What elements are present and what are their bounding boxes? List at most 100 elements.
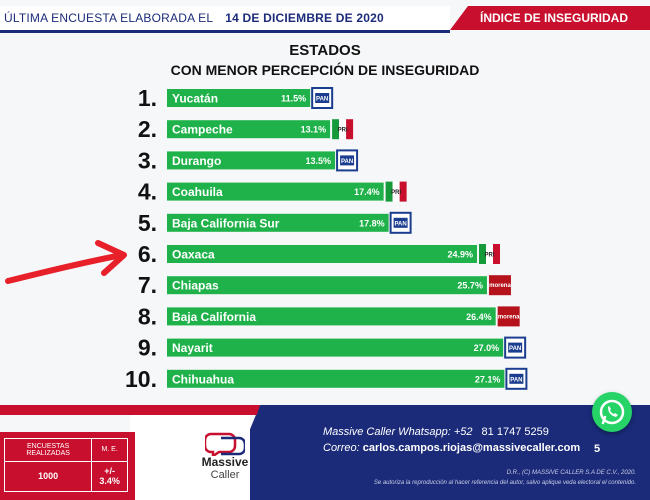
header-left: ÚLTIMA ENCUESTA ELABORADA EL 14 DE DICIEM… <box>0 6 450 33</box>
whatsapp-phone-glyph <box>599 399 625 425</box>
rank-number: 5. <box>138 210 157 236</box>
rank-number: 10. <box>125 366 157 392</box>
me-label: M. E. <box>91 438 128 462</box>
whatsapp-number: 81 1747 5259 <box>481 426 549 438</box>
legal-reproduction: Se autoriza la reproducción al hacer ref… <box>373 480 636 486</box>
bar <box>167 245 478 263</box>
red-arrow-annotation <box>5 240 127 284</box>
pri-logo-red <box>399 181 407 202</box>
pan-logo-fill <box>508 342 523 353</box>
rank-number: 7. <box>138 272 157 298</box>
contact-email: Correo: carlos.campos.riojas@massivecall… <box>323 442 580 454</box>
email-label: Correo: <box>323 442 360 454</box>
me-value: +/- 3.4% <box>91 460 128 493</box>
bar-chart: 1. Yucatán 11.5% PAN 2. Campeche 13.1% PRI 3. Dur… <box>125 85 528 392</box>
header-left-label: ÚLTIMA ENCUESTA ELABORADA EL <box>4 11 214 25</box>
bar-value-label: 25.7% <box>457 281 483 291</box>
massive-caller-logo: Massive Caller <box>190 430 260 481</box>
chart-subtitle: CON MENOR PERCEPCIÓN DE INSEGURIDAD <box>170 62 480 78</box>
bar-value-label: 17.4% <box>354 187 380 197</box>
rank-number: 1. <box>138 85 157 111</box>
header-survey-text: ÚLTIMA ENCUESTA ELABORADA EL 14 DE DICIEM… <box>4 11 384 25</box>
bar <box>167 338 504 357</box>
speech-bubble-icon <box>205 432 245 456</box>
header-date: 14 DE DICIEMBRE DE 2020 <box>225 11 384 25</box>
survey-stats-table: ENCUESTAS REALIZADAS M. E. 1000 +/- 3.4% <box>3 438 128 493</box>
pan-logo-text: PAN <box>509 346 521 352</box>
footer-brand-panel <box>130 415 250 500</box>
pan-logo-text: PAN <box>316 97 328 103</box>
pri-logo-red <box>493 244 501 264</box>
bar-value-label: 26.4% <box>466 312 492 322</box>
bar <box>167 213 389 232</box>
morena-logo-text: morena <box>489 283 511 289</box>
bar <box>167 120 331 139</box>
pri-logo-icon <box>479 244 487 264</box>
bar <box>167 276 487 295</box>
bar-category-label: Coahuila <box>172 185 223 199</box>
bar-category-label: Chiapas <box>172 279 219 293</box>
pan-logo-text: PAN <box>510 377 522 383</box>
bar-value-label: 27.1% <box>475 374 501 384</box>
bar-value-label: 13.1% <box>301 125 327 135</box>
pan-logo-fill <box>509 373 524 384</box>
pri-logo-icon <box>385 181 393 202</box>
pan-logo-fill <box>340 155 355 166</box>
bar-value-label: 11.5% <box>281 94 306 104</box>
page-number: 5 <box>594 443 601 455</box>
rank-number: 8. <box>138 303 157 329</box>
pan-logo-fill <box>393 217 408 228</box>
bar-value-label: 13.5% <box>306 156 332 166</box>
footer-blue-panel <box>221 405 650 500</box>
bar-category-label: Nayarit <box>172 341 213 355</box>
surveys-label: ENCUESTAS REALIZADAS <box>3 438 93 462</box>
surveys-value: 1000 <box>3 460 93 493</box>
pri-logo-red <box>346 119 354 140</box>
bar-category-label: Chihuahua <box>172 372 234 386</box>
morena-logo-icon <box>497 306 520 327</box>
bar-value-label: 24.9% <box>447 250 473 260</box>
bar-category-label: Baja California Sur <box>172 216 280 230</box>
morena-logo-text: morena <box>498 314 520 320</box>
whatsapp-label: Massive Caller Whatsapp: +52 <box>323 426 473 438</box>
bar-category-label: Campeche <box>172 123 233 137</box>
bar <box>167 307 496 326</box>
bar <box>167 369 505 388</box>
pan-logo-text: PAN <box>341 159 353 165</box>
brand-name: Massive <box>201 455 249 469</box>
rank-number: 9. <box>138 335 157 361</box>
bar-category-label: Durango <box>172 154 221 168</box>
pan-logo-fill <box>315 93 330 103</box>
bar-category-label: Yucatán <box>172 92 218 106</box>
bar <box>167 89 311 107</box>
legal-copyright: D.R., (C) MASSIVE CALLER S.A DE C.V., 20… <box>506 470 636 476</box>
bar-value-label: 17.8% <box>359 218 385 228</box>
rank-number: 4. <box>138 179 157 205</box>
contact-whatsapp: Massive Caller Whatsapp: +52 81 1747 525… <box>323 426 549 438</box>
bar <box>167 151 336 170</box>
whatsapp-icon[interactable] <box>592 392 632 432</box>
pri-logo-white <box>339 119 347 140</box>
pri-logo-text: PRI <box>484 253 494 259</box>
pri-logo-text: PRI <box>391 190 401 196</box>
brand-sub: Caller <box>210 469 240 481</box>
email-address: carlos.campos.riojas@massivecaller.com <box>362 442 581 454</box>
header-index-title: ÍNDICE DE INSEGURIDAD <box>479 11 628 25</box>
bar-category-label: Oaxaca <box>172 248 215 262</box>
pri-logo-white <box>392 181 400 202</box>
rank-number: 2. <box>138 116 157 142</box>
chart-title: ESTADOS <box>289 42 361 59</box>
bar <box>167 182 384 201</box>
pri-logo-white <box>486 244 494 264</box>
pri-logo-icon <box>332 119 340 140</box>
rank-number: 3. <box>138 147 157 173</box>
bar-category-label: Baja California <box>172 310 256 324</box>
rank-number: 6. <box>138 241 157 267</box>
header-right: ÍNDICE DE INSEGURIDAD <box>450 6 650 30</box>
pan-logo-text: PAN <box>394 221 406 227</box>
pri-logo-text: PRI <box>338 128 348 134</box>
footer-red-stripe <box>0 405 260 415</box>
header-bar: ÚLTIMA ENCUESTA ELABORADA EL 14 DE DICIEM… <box>0 6 650 34</box>
morena-logo-icon <box>488 275 511 296</box>
